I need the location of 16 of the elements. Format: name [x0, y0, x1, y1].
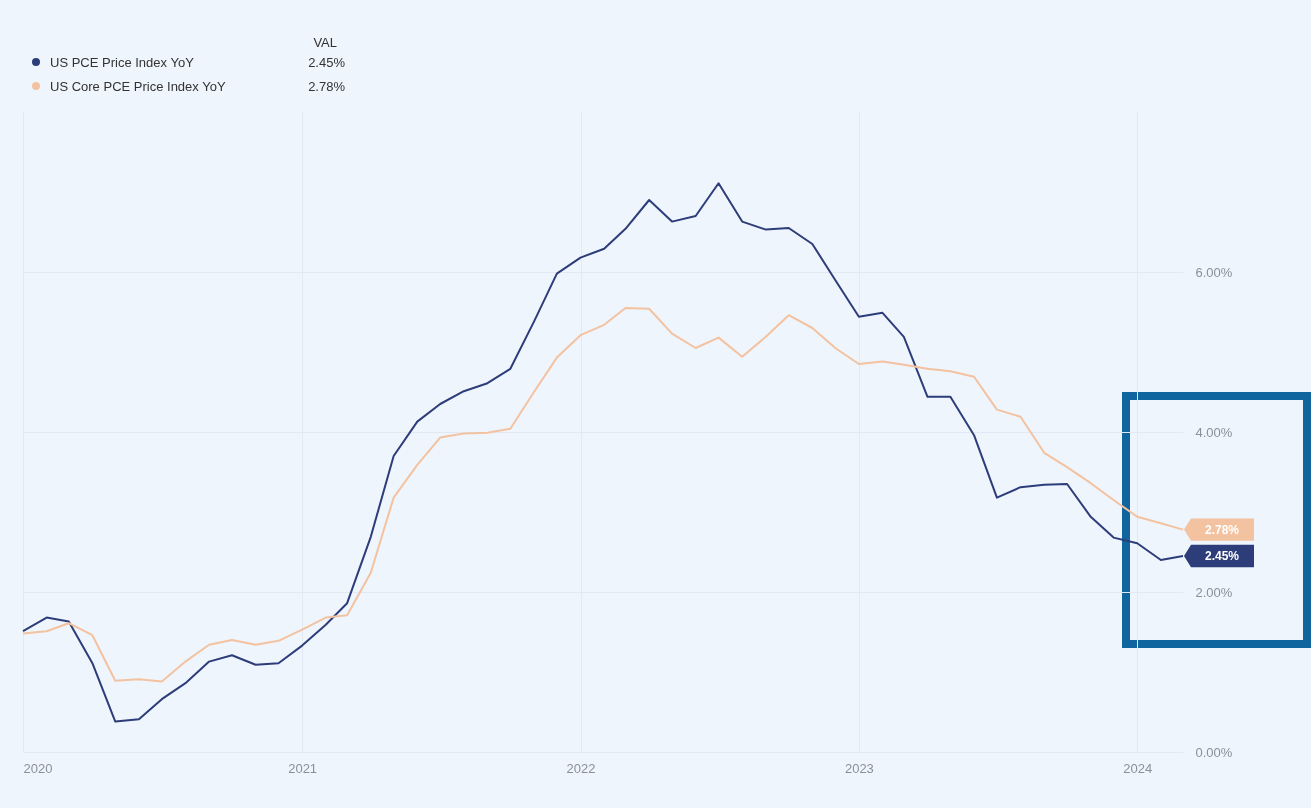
legend-title: VAL — [312, 35, 337, 50]
x-tick-label: 2023 — [844, 760, 874, 776]
x-tick-label: 2024 — [1123, 760, 1153, 776]
text: 2.78% — [308, 78, 345, 94]
data-label: 2.45% — [1204, 549, 1240, 563]
x-tick-label: 2021 — [288, 760, 318, 776]
y-tick-label: 6.00% — [1195, 264, 1233, 280]
legend-label: US Core PCE Price Index YoY — [50, 78, 227, 94]
data-label: 2.78% — [1204, 522, 1240, 537]
y-tick-label: 2.00% — [1195, 584, 1233, 600]
legend-label: US PCE Price Index YoY — [50, 54, 195, 70]
x-tick-label: 2020 — [23, 760, 53, 776]
x-tick-label: 2022 — [566, 760, 596, 776]
y-tick-label: 4.00% — [1195, 424, 1233, 440]
y-tick-label: 0.00% — [1195, 744, 1233, 760]
text: 2.45% — [308, 54, 345, 70]
